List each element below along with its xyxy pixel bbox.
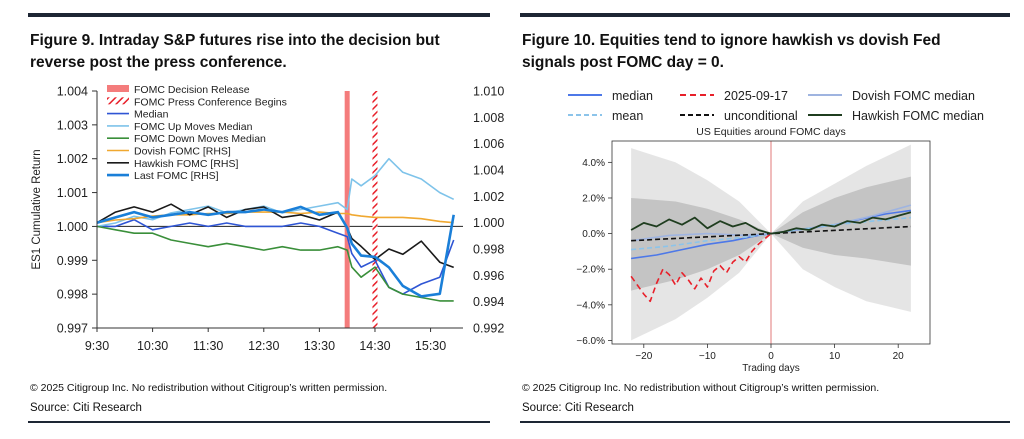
x-tick-label: −10 — [699, 351, 716, 362]
legend-label: Hawkish FOMC median — [852, 109, 984, 123]
y-tick-label: −4.0% — [576, 300, 605, 311]
figure-10-source: Source: Citi Research — [522, 402, 634, 414]
y-rhs-tick-label: 1.008 — [473, 111, 504, 125]
x-tick-label: 15:30 — [415, 339, 446, 353]
series-line — [630, 232, 772, 303]
y-tick-label: −6.0% — [576, 336, 605, 347]
y-rhs-tick-label: 1.006 — [473, 137, 504, 151]
x-axis-label: Trading days — [742, 363, 799, 374]
y-tick-label: 1.002 — [57, 152, 88, 166]
y-tick-label: 1.004 — [57, 85, 88, 99]
figure-10-copyright: © 2025 Citigroup Inc. No redistribution … — [522, 382, 880, 394]
chart-title: US Equities around FOMC days — [696, 126, 845, 138]
y-rhs-tick-label: 1.010 — [473, 85, 504, 99]
x-tick-label: 9:30 — [85, 339, 109, 353]
bottom-rule-left — [28, 421, 490, 423]
figure-9-source: Source: Citi Research — [30, 402, 142, 414]
x-tick-label: 0 — [768, 351, 774, 362]
y-rhs-tick-label: 1.002 — [473, 190, 504, 204]
figure-10-title-line-1: Figure 10. Equities tend to ignore hawki… — [522, 32, 941, 49]
legend-label: Hawkish FOMC [RHS] — [134, 158, 239, 170]
y-tick-label: 0.998 — [57, 288, 88, 302]
confidence-band — [631, 144, 911, 341]
series-line — [96, 203, 454, 269]
figure-10-title: Figure 10. Equities tend to ignore hawki… — [522, 30, 941, 74]
legend-label: FOMC Press Conference Begins — [134, 96, 287, 108]
legend-swatch — [107, 85, 129, 92]
y-axis-label: ES1 Cumulative Return — [31, 149, 43, 269]
top-rule-left — [28, 13, 490, 17]
y-rhs-tick-label: 0.998 — [473, 243, 504, 257]
y-rhs-tick-label: 0.994 — [473, 295, 504, 309]
legend-label: mean — [612, 109, 643, 123]
x-tick-label: −20 — [635, 351, 652, 362]
legend-label: median — [612, 89, 653, 103]
series-line — [96, 225, 454, 302]
x-tick-label: 13:30 — [304, 339, 335, 353]
y-tick-label: 0.997 — [57, 322, 88, 336]
figure-9-title: Figure 9. Intraday S&P futures rise into… — [30, 30, 440, 74]
y-tick-label: 1.000 — [57, 220, 88, 234]
legend-label: Dovish FOMC [RHS] — [134, 146, 231, 158]
y-tick-label: −2.0% — [576, 265, 605, 276]
figure-9-copyright: © 2025 Citigroup Inc. No redistribution … — [30, 382, 388, 394]
figure-9-title-line-1: Figure 9. Intraday S&P futures rise into… — [30, 32, 440, 49]
legend-label: FOMC Down Moves Median — [134, 133, 266, 145]
x-tick-label: 20 — [893, 351, 905, 362]
y-rhs-tick-label: 0.992 — [473, 322, 504, 336]
y-rhs-tick-label: 1.004 — [473, 164, 504, 178]
x-tick-label: 12:30 — [248, 339, 279, 353]
y-tick-label: 1.001 — [57, 186, 88, 200]
figure-10-title-line-2: signals post FOMC day = 0. — [522, 54, 724, 71]
legend-label: unconditional — [724, 109, 798, 123]
bottom-rule-right — [520, 421, 1010, 423]
legend-label: Median — [134, 109, 169, 121]
series-line — [96, 205, 455, 298]
figure-9-title-line-2: reverse post the press conference. — [30, 54, 287, 71]
press-conference-band — [372, 91, 378, 328]
y-tick-label: 0.0% — [582, 229, 605, 240]
x-tick-label: 10 — [829, 351, 841, 362]
y-tick-label: 4.0% — [582, 158, 605, 169]
legend-label: FOMC Up Moves Median — [134, 121, 253, 133]
legend-label: Dovish FOMC median — [852, 89, 975, 103]
legend-swatch — [107, 97, 129, 105]
y-rhs-tick-label: 0.996 — [473, 269, 504, 283]
y-rhs-tick-label: 1.000 — [473, 216, 504, 230]
y-tick-label: 0.999 — [57, 254, 88, 268]
legend-label: Last FOMC [RHS] — [134, 170, 219, 182]
x-tick-label: 10:30 — [137, 339, 168, 353]
legend-label: FOMC Decision Release — [134, 84, 250, 96]
legend-label: 2025-09-17 — [724, 89, 788, 103]
x-tick-label: 14:30 — [359, 339, 390, 353]
y-tick-label: 2.0% — [582, 193, 605, 204]
series-line — [630, 211, 912, 235]
x-tick-label: 11:30 — [193, 339, 223, 353]
y-tick-label: 1.003 — [57, 118, 88, 132]
top-rule-right — [520, 13, 1010, 17]
